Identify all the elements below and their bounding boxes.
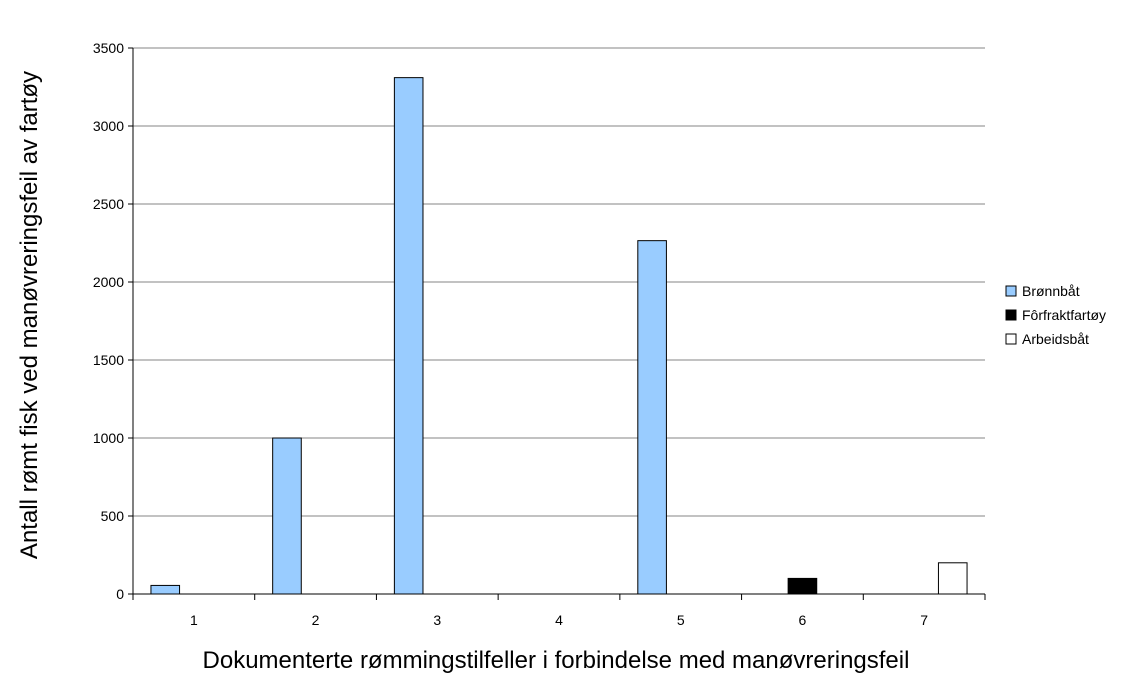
y-tick-label: 2500	[93, 196, 124, 212]
y-tick-label: 0	[116, 586, 124, 602]
axes: 0 500 1000 1500 2000 2500 3000 3500 1 2 3 4 5 6 7	[93, 40, 986, 628]
legend-label: Arbeidsbåt	[1022, 331, 1089, 347]
bar	[150, 584, 181, 595]
x-tick-label: 1	[190, 612, 198, 628]
y-tick-label: 500	[101, 508, 125, 524]
y-tick-label: 3000	[93, 118, 124, 134]
y-tick-label: 1500	[93, 352, 124, 368]
bar	[787, 577, 818, 595]
y-axis-title: Antall rømt fisk ved manøvreringsfeil av…	[16, 71, 43, 559]
bar	[637, 240, 667, 595]
bar	[937, 562, 968, 595]
legend-swatch	[1005, 333, 1017, 345]
legend-label: Fôrfraktfartøy	[1022, 307, 1106, 323]
bar	[272, 437, 302, 595]
legend-swatch	[1005, 285, 1017, 297]
x-tick-label: 3	[433, 612, 441, 628]
gridlines	[133, 47, 985, 517]
x-axis-title: Dokumenterte rømmingstilfeller i forbind…	[203, 647, 910, 674]
y-tick-label: 2000	[93, 274, 124, 290]
x-tick-label: 4	[555, 612, 563, 628]
bars	[150, 77, 968, 595]
legend: Brønnbåt Fôrfraktfartøy Arbeidsbåt	[1005, 283, 1106, 347]
bar	[393, 77, 424, 595]
x-tick-label: 6	[799, 612, 807, 628]
y-tick-label: 3500	[93, 40, 124, 56]
x-tick-label: 7	[920, 612, 928, 628]
x-tick-label: 5	[677, 612, 685, 628]
y-tick-label: 1000	[93, 430, 124, 446]
legend-swatch	[1005, 309, 1017, 321]
x-tick-label: 2	[312, 612, 320, 628]
legend-label: Brønnbåt	[1022, 283, 1080, 299]
